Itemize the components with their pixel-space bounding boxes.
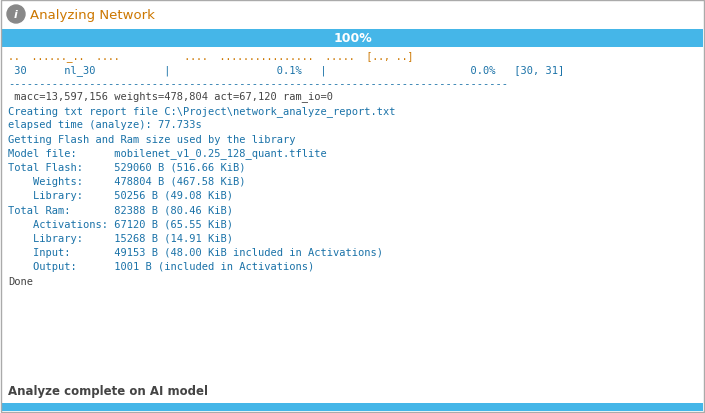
Text: Input:       49153 B (48.00 KiB included in Activations): Input: 49153 B (48.00 KiB included in Ac… xyxy=(8,248,383,258)
Text: macc=13,597,156 weights=478,804 act=67,120 ram_io=0: macc=13,597,156 weights=478,804 act=67,1… xyxy=(8,91,333,102)
Text: ..  ......_..  ....           ....  ................  .....  [.., ..]: .. ......_.. .... .... ................ … xyxy=(8,52,413,62)
Bar xyxy=(2,30,703,48)
Text: 30      nl_30           |                 0.1%   |                       0.0%   : 30 nl_30 | 0.1% | 0.0% xyxy=(8,65,564,76)
Text: Getting Flash and Ram size used by the library: Getting Flash and Ram size used by the l… xyxy=(8,134,295,144)
Text: 100%: 100% xyxy=(333,33,372,45)
Circle shape xyxy=(7,6,25,24)
Text: elapsed time (analyze): 77.733s: elapsed time (analyze): 77.733s xyxy=(8,120,202,130)
Text: Done: Done xyxy=(8,276,33,286)
Text: Total Ram:       82388 B (80.46 KiB): Total Ram: 82388 B (80.46 KiB) xyxy=(8,205,233,215)
Text: Analyzing Network: Analyzing Network xyxy=(30,9,155,21)
Text: Model file:      mobilenet_v1_0.25_128_quant.tflite: Model file: mobilenet_v1_0.25_128_quant.… xyxy=(8,148,326,159)
Text: Creating txt report file C:\Project\network_analyze_report.txt: Creating txt report file C:\Project\netw… xyxy=(8,105,396,116)
Text: Weights:     478804 B (467.58 KiB): Weights: 478804 B (467.58 KiB) xyxy=(8,177,245,187)
Bar xyxy=(2,403,703,411)
Text: Library:     15268 B (14.91 KiB): Library: 15268 B (14.91 KiB) xyxy=(8,233,233,243)
Text: --------------------------------------------------------------------------------: ----------------------------------------… xyxy=(8,79,508,89)
Text: i: i xyxy=(14,10,18,20)
Text: Output:      1001 B (included in Activations): Output: 1001 B (included in Activations) xyxy=(8,262,314,272)
Text: Analyze complete on AI model: Analyze complete on AI model xyxy=(8,385,208,398)
Text: Library:     50256 B (49.08 KiB): Library: 50256 B (49.08 KiB) xyxy=(8,191,233,201)
Text: Activations: 67120 B (65.55 KiB): Activations: 67120 B (65.55 KiB) xyxy=(8,219,233,229)
Text: Total Flash:     529060 B (516.66 KiB): Total Flash: 529060 B (516.66 KiB) xyxy=(8,163,245,173)
